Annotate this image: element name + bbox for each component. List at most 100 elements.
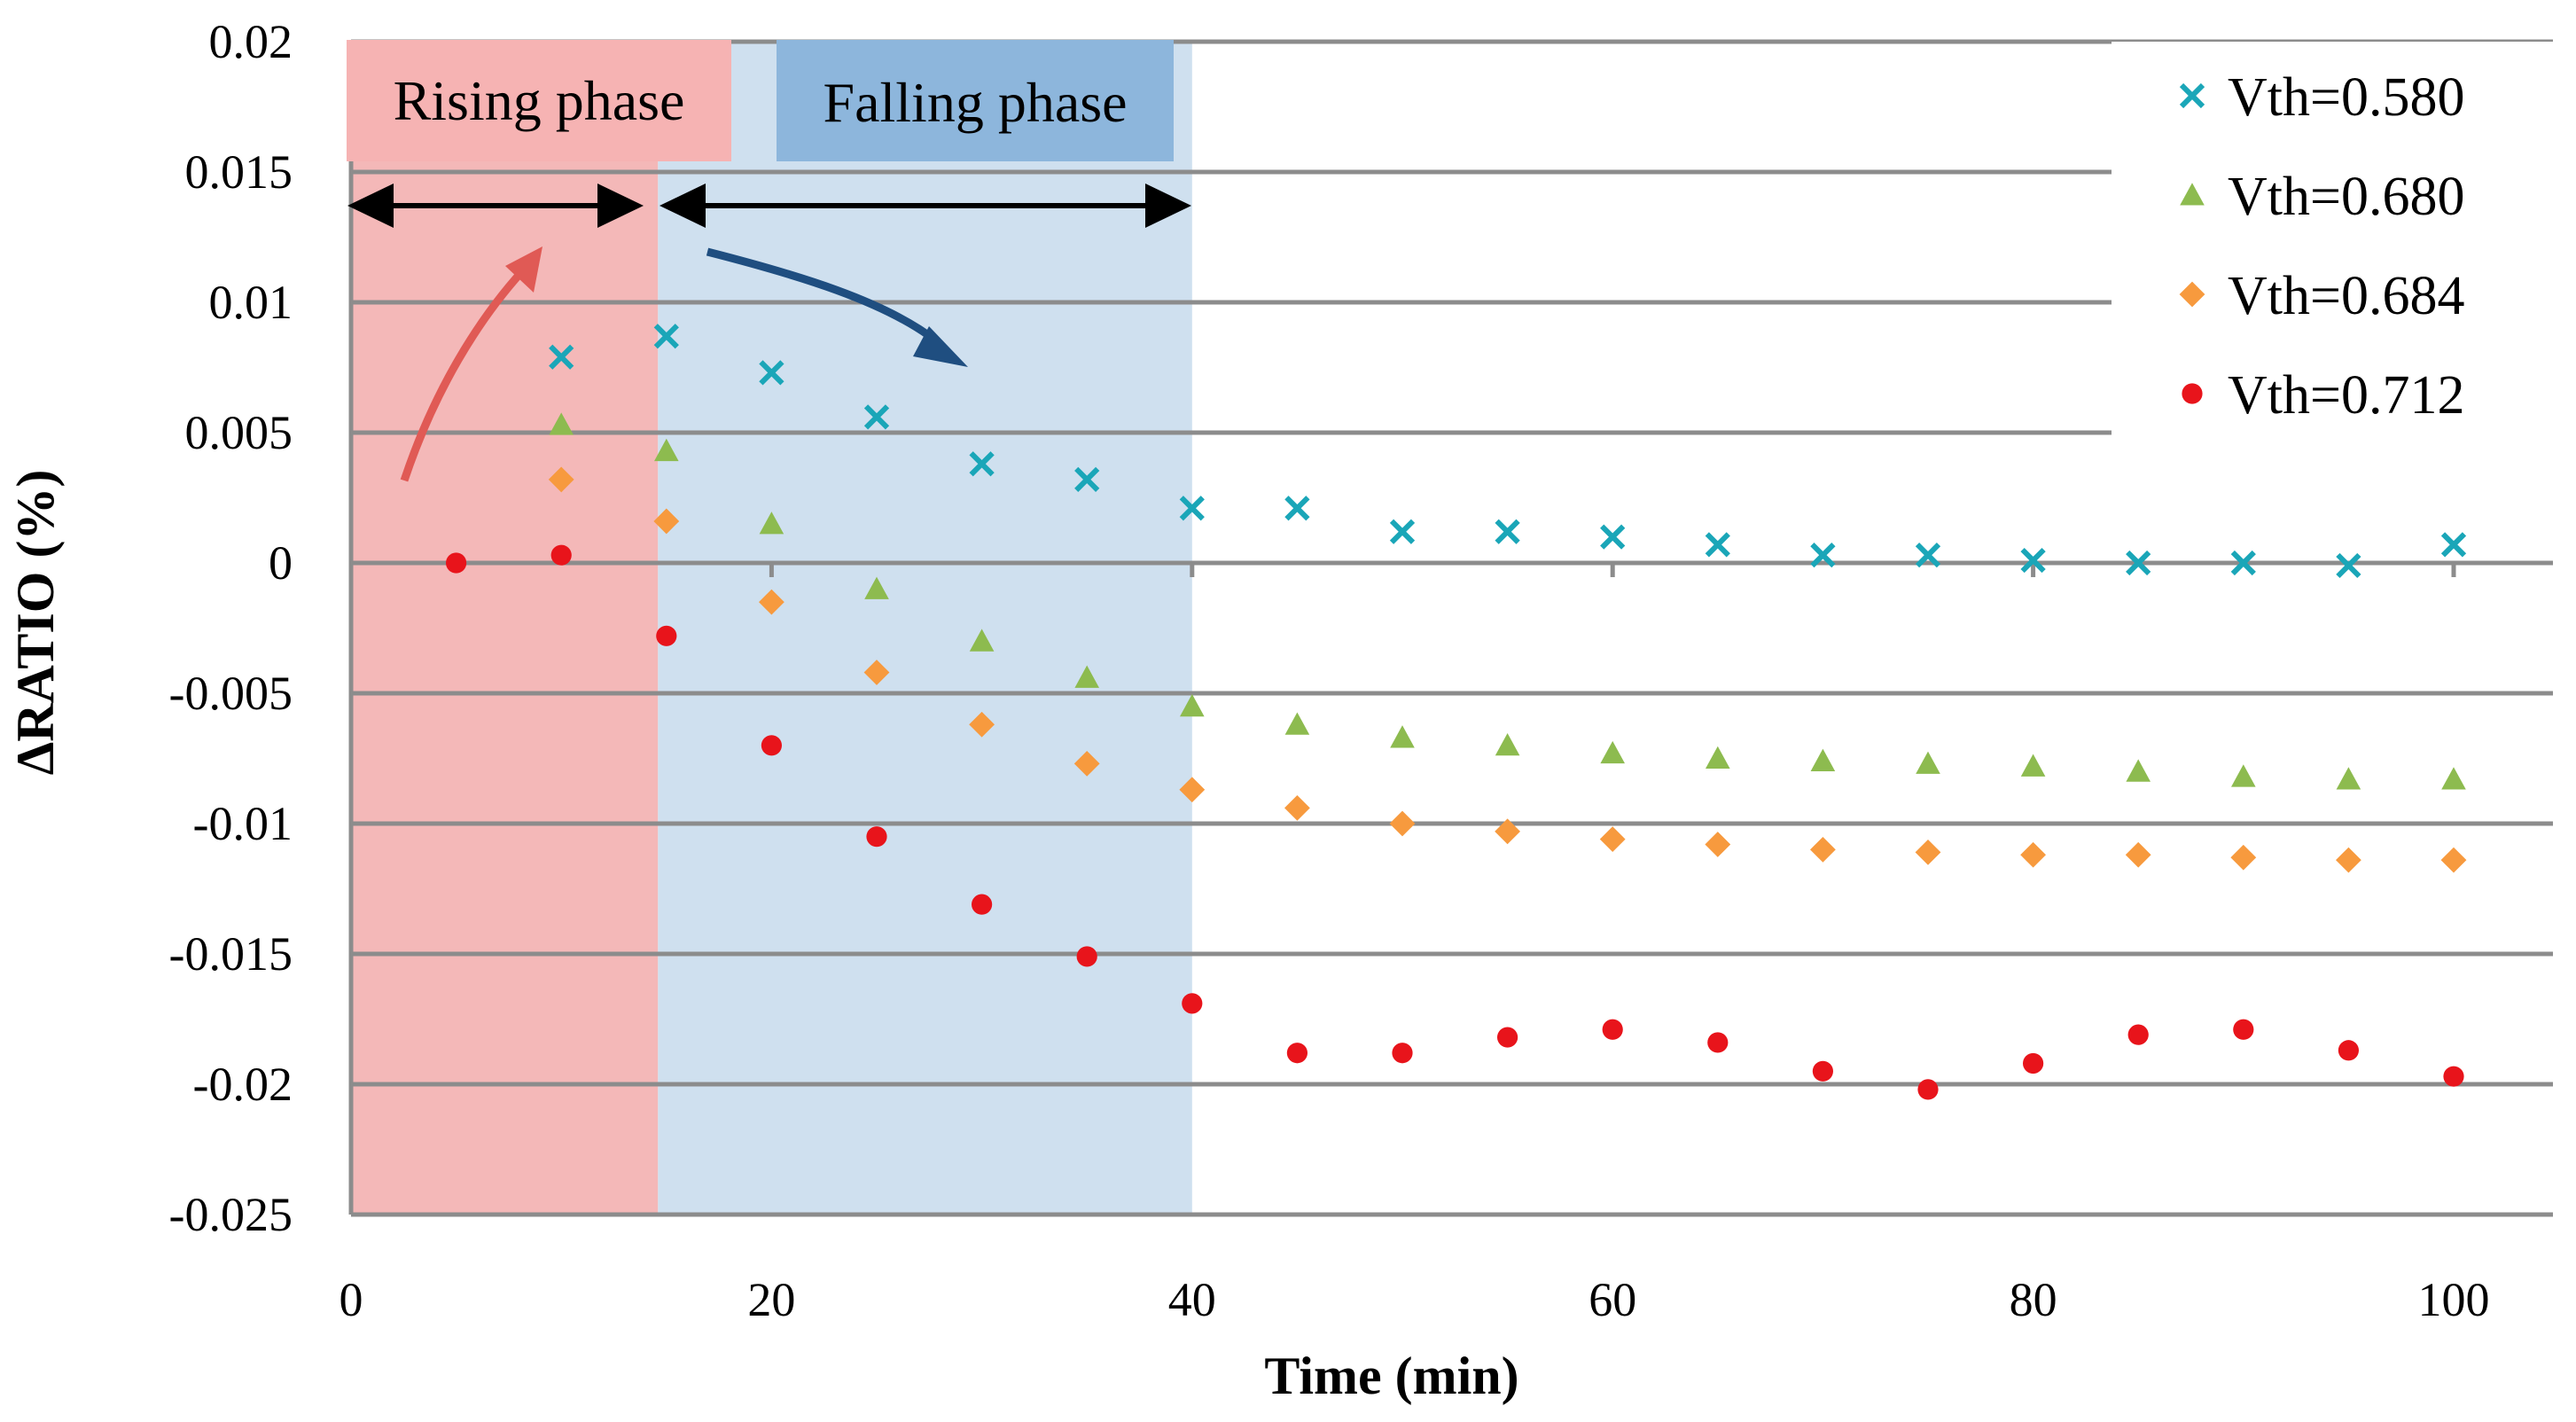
marker-stroke [2179,82,2205,109]
data-point-triangle [1916,751,1940,774]
arrow-curve [400,267,527,482]
marker-stroke [653,324,679,349]
x-tick-label: 100 [2418,1273,2490,1326]
data-point-diamond [2179,281,2205,308]
x-tick-label: 40 [1168,1273,1216,1326]
arrow-head-left [347,184,394,228]
y-tick-label: 0.005 [185,406,293,459]
data-point-x [1179,496,1205,521]
data-point-diamond [2125,841,2151,868]
marker-stroke [1179,496,1205,521]
rising-span-arrow [347,184,644,228]
data-point-circle [1497,1027,1518,1048]
legend-label: Vth=0.684 [2228,266,2464,326]
data-point-x [1284,496,1310,521]
marker-stroke [549,344,574,370]
legend-label: Vth=0.680 [2228,167,2464,227]
y-tick-label: 0.015 [185,145,293,199]
marker-stroke [1915,543,1941,568]
data-point-diamond [1179,777,1206,803]
arrow-head [913,326,968,367]
data-point-x [549,344,574,370]
falling-phase-label-box [777,40,1174,161]
legend-label: Vth=0.580 [2228,67,2464,128]
data-point-circle [550,544,572,566]
data-point-triangle [1180,693,1205,717]
data-point-triangle [969,629,995,652]
data-point-triangle [1706,746,1730,769]
data-point-x [1600,524,1626,550]
marker-stroke [1389,519,1416,544]
marker-stroke [863,404,890,430]
arrow-head [505,246,543,293]
data-point-triangle [759,512,785,535]
data-point-triangle [2231,764,2256,787]
data-point-x [2126,550,2151,576]
data-point-circle [1182,993,1203,1014]
data-point-diamond [1284,794,1310,821]
gridlines [351,39,2553,1217]
x-tick-label: 0 [340,1273,363,1326]
data-point-x [1915,543,1941,568]
y-tick-label: -0.005 [169,667,293,720]
data-point-diamond [1495,818,1520,845]
x-axis-title: Time (min) [1264,1347,1518,1405]
rising-phase-region [351,42,659,1215]
data-point-circle [2127,1024,2149,1045]
marker-stroke [759,360,785,386]
marker-stroke [2336,552,2361,579]
data-point-circle [2233,1019,2254,1040]
data-point-triangle [2020,754,2046,777]
data-point-diamond [969,711,995,738]
falling-trend-arrow [706,247,968,367]
marker-stroke [1495,519,1520,544]
data-point-diamond [1915,839,1941,865]
data-point-triangle [654,438,679,462]
marker-stroke [2126,550,2151,576]
data-point-circle [2443,1066,2464,1087]
marker-stroke [2440,532,2467,558]
data-point-triangle [864,576,889,599]
marker-stroke [2020,547,2046,574]
data-point-x [969,451,995,477]
data-point-triangle [1810,748,1836,771]
data-point-circle [1392,1043,1413,1064]
data-point-triangle [1284,712,1310,735]
annotations: Rising phase Falling phase [347,40,1191,482]
y-tick-label: 0 [269,536,293,590]
y-tick-label: -0.015 [169,927,293,981]
marker-stroke [1705,532,1730,558]
arrow-head-left [660,184,706,228]
x-tick-label: 60 [1589,1273,1636,1326]
data-point-x [2179,82,2205,109]
data-point-diamond [2020,841,2046,868]
data-point-circle [2338,1040,2359,1061]
data-point-circle [2023,1052,2044,1074]
data-point-x [863,404,890,430]
legend-item: Vth=0.684 [2179,266,2464,326]
arrow-head-right [1145,184,1191,228]
data-point-x [2230,550,2256,576]
data-point-x [1389,519,1416,544]
arrow-curve [706,247,941,346]
data-point-x [1074,466,1100,493]
data-point-circle [1602,1019,1623,1040]
data-point-triangle [1600,740,1625,764]
marker-stroke [1074,466,1100,493]
data-point-x [653,324,679,349]
data-point-x [2440,532,2467,558]
data-point-diamond [1389,810,1416,837]
marker-stroke [969,451,995,477]
data-point-triangle [1074,665,1099,688]
legend-item: Vth=0.712 [2182,365,2464,426]
data-point-circle [656,625,677,646]
data-point-circle [445,552,467,574]
data-point-x [1495,519,1520,544]
data-point-circle [1286,1043,1308,1064]
y-tick-label: -0.02 [193,1058,293,1111]
legend-item: Vth=0.680 [2180,167,2464,227]
falling-span-arrow [660,184,1191,228]
data-point-circle [761,735,783,756]
x-tick-label: 80 [2010,1273,2057,1326]
